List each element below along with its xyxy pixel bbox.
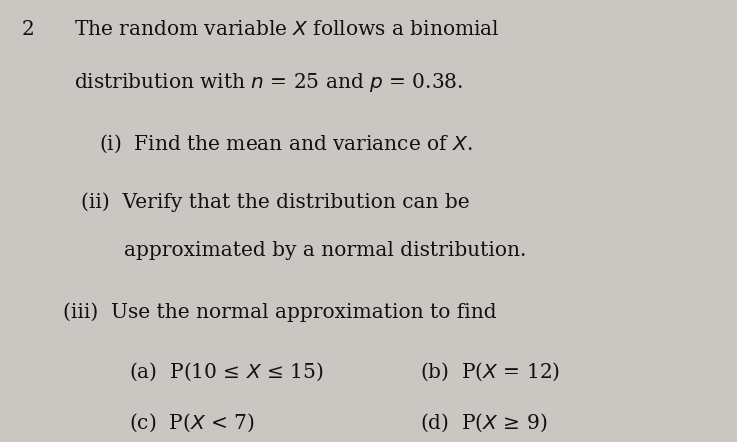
Text: 2: 2 xyxy=(22,20,35,39)
Text: (c)  P($X$ < 7): (c) P($X$ < 7) xyxy=(129,412,255,434)
Text: (d)  P($X$ ≥ 9): (d) P($X$ ≥ 9) xyxy=(420,412,548,434)
Text: (a)  P(10 ≤ $X$ ≤ 15): (a) P(10 ≤ $X$ ≤ 15) xyxy=(129,360,324,383)
Text: distribution with $n$ = 25 and $p$ = 0.38.: distribution with $n$ = 25 and $p$ = 0.3… xyxy=(74,71,462,94)
Text: (iii)  Use the normal approximation to find: (iii) Use the normal approximation to fi… xyxy=(63,303,496,322)
Text: (ii)  Verify that the distribution can be: (ii) Verify that the distribution can be xyxy=(81,192,469,212)
Text: (i)  Find the mean and variance of $X$.: (i) Find the mean and variance of $X$. xyxy=(99,133,473,155)
Text: The random variable $X$ follows a binomial: The random variable $X$ follows a binomi… xyxy=(74,20,500,39)
Text: approximated by a normal distribution.: approximated by a normal distribution. xyxy=(124,241,526,260)
Text: (b)  P($X$ = 12): (b) P($X$ = 12) xyxy=(420,360,560,383)
